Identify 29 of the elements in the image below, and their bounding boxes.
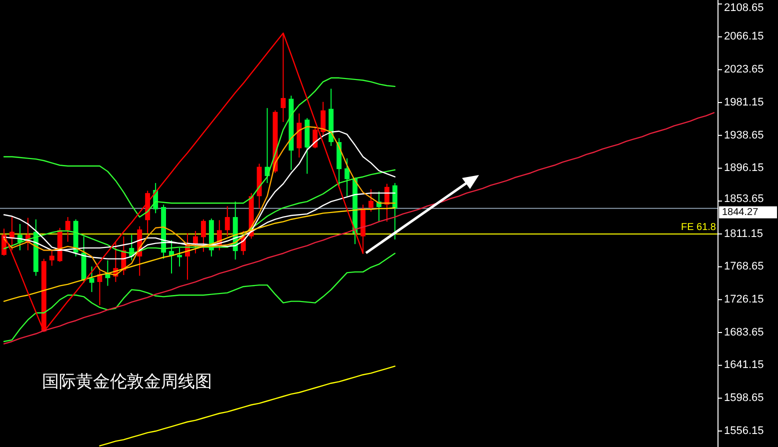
candlestick [320, 101, 326, 136]
y-tick-label: 1853.65 [724, 192, 764, 205]
ref-line-label: 1844.27 [722, 206, 759, 218]
y-tick-label: 2066.15 [724, 30, 764, 43]
ref-line-label: FE 61.8 [680, 222, 716, 234]
candlestick [224, 206, 230, 237]
y-tick-label: 1811.15 [724, 228, 763, 240]
y-tick-label: 1896.15 [724, 162, 764, 174]
line-series [3, 252, 396, 342]
candlestick [392, 182, 398, 240]
line-series [3, 77, 396, 218]
candlestick [65, 216, 70, 242]
y-tick-label: 1768.65 [724, 260, 764, 273]
y-tick-label: 1641.15 [724, 359, 764, 372]
y-tick-label: 2108.65 [724, 2, 764, 14]
y-tick-label: 1726.15 [724, 294, 764, 306]
candlestick [344, 158, 350, 197]
candlestick [49, 250, 54, 266]
y-tick-label: 1938.65 [724, 129, 764, 142]
line-series [3, 112, 715, 344]
candlestick [368, 188, 374, 212]
y-tick-label: 2023.65 [724, 64, 764, 76]
y-tick-label: 1981.15 [724, 96, 764, 108]
candlestick [192, 230, 198, 254]
text: 国际黄金伦敦金周线图 [42, 372, 212, 391]
y-tick-label: 1598.65 [724, 392, 764, 404]
y-tick-label: 1683.65 [724, 326, 764, 338]
y-tick-label: 1556.15 [724, 424, 764, 437]
candlestick [200, 218, 206, 252]
